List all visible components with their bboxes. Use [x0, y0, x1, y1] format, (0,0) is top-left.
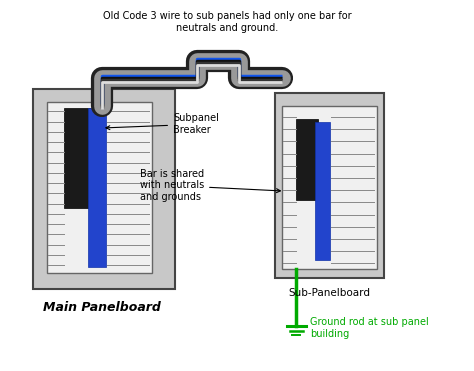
Text: Subpanel
Breaker: Subpanel Breaker	[106, 114, 219, 135]
Text: Bar is shared
with neutrals
and grounds: Bar is shared with neutrals and grounds	[140, 169, 281, 202]
Bar	[275, 93, 384, 278]
Bar	[315, 122, 330, 260]
Text: Ground rod at sub panel
building: Ground rod at sub panel building	[310, 317, 429, 339]
Bar	[64, 108, 90, 208]
Bar	[282, 106, 377, 269]
Bar	[296, 119, 318, 200]
Text: Sub-Panelboard: Sub-Panelboard	[289, 288, 370, 298]
Text: Main Panelboard: Main Panelboard	[43, 301, 161, 313]
Bar	[88, 108, 106, 267]
Text: Old Code 3 wire to sub panels had only one bar for
neutrals and ground.: Old Code 3 wire to sub panels had only o…	[103, 11, 352, 33]
Bar	[33, 89, 175, 289]
Bar	[47, 102, 152, 273]
